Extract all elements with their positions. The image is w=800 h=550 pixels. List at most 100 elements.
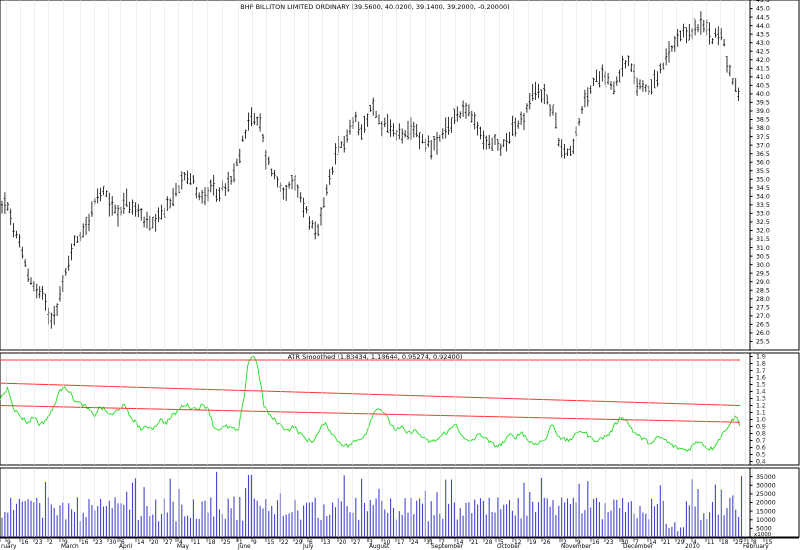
ohlc-bar bbox=[311, 220, 314, 229]
ohlc-bar bbox=[421, 134, 424, 144]
ohlc-bar bbox=[546, 94, 549, 105]
atr-chart-title: ATR Smoothed (1.83434, 1.18644, 0.95274,… bbox=[288, 353, 463, 361]
price-tick-label: 26.5 bbox=[756, 322, 770, 329]
x-day-label: 21 bbox=[663, 540, 671, 546]
x-day-label: 18 bbox=[208, 540, 216, 546]
x-month-label: March bbox=[61, 544, 79, 550]
x-day-label: 30 bbox=[621, 540, 629, 546]
atr-tick-label: 0.5 bbox=[756, 452, 766, 459]
vol-tick-label: 15000 bbox=[756, 508, 776, 515]
atr-band-line bbox=[0, 405, 741, 423]
ohlc-bar bbox=[343, 135, 346, 153]
ohlc-bar bbox=[302, 197, 305, 218]
ohlc-bar bbox=[435, 131, 439, 155]
price-tick-label: 30.0 bbox=[756, 262, 770, 269]
ohlc-bar bbox=[557, 137, 560, 147]
ohlc-bar bbox=[93, 197, 96, 205]
ohlc-bar bbox=[609, 81, 613, 90]
x-day-label: 10 bbox=[383, 540, 391, 546]
price-tick-label: 45.5 bbox=[756, 0, 770, 4]
ohlc-bar bbox=[247, 112, 250, 131]
ohlc-bar bbox=[198, 192, 201, 201]
ohlc-bar bbox=[714, 28, 717, 38]
atr-panel: ATR Smoothed (1.83434, 1.18644, 0.95274,… bbox=[0, 352, 800, 466]
ohlc-bar bbox=[525, 103, 529, 113]
price-tick-label: 41.5 bbox=[756, 65, 770, 72]
atr-tick-label: 0.4 bbox=[756, 459, 766, 466]
vol-tick-label: 25000 bbox=[756, 491, 776, 498]
ohlc-bar bbox=[464, 102, 468, 119]
ohlc-bar bbox=[490, 137, 494, 151]
price-tick-label: 38.0 bbox=[756, 125, 770, 132]
ohlc-bar bbox=[572, 138, 575, 155]
x-day-label: 15 bbox=[765, 540, 773, 546]
vol-multiplier-label: x1000 bbox=[754, 532, 772, 538]
x-day-label: 6 bbox=[309, 540, 313, 546]
vol-tick-label: 35000 bbox=[756, 474, 776, 481]
ohlc-bar bbox=[722, 38, 726, 47]
ohlc-bar bbox=[261, 133, 265, 143]
price-tick-label: 37.5 bbox=[756, 134, 770, 141]
x-day-label: 29 bbox=[677, 540, 685, 546]
ohlc-bar bbox=[728, 64, 732, 77]
ohlc-bar bbox=[427, 135, 430, 148]
x-day-label: 11 bbox=[193, 540, 201, 546]
ohlc-bar bbox=[693, 18, 697, 36]
ohlc-bar bbox=[461, 100, 465, 117]
price-tick-label: 29.0 bbox=[756, 279, 770, 286]
ohlc-bar bbox=[415, 124, 418, 138]
atr-tick-label: 0.6 bbox=[756, 445, 766, 452]
price-tick-label: 35.5 bbox=[756, 168, 770, 175]
ohlc-bar bbox=[322, 197, 326, 208]
ohlc-bar bbox=[111, 195, 114, 216]
ohlc-bar bbox=[386, 113, 389, 133]
ohlc-bar bbox=[122, 192, 125, 214]
ohlc-bar bbox=[250, 107, 253, 127]
ohlc-bar bbox=[511, 115, 514, 136]
ohlc-bar bbox=[659, 63, 662, 74]
ohlc-bar bbox=[35, 283, 38, 299]
price-tick-label: 40.5 bbox=[756, 83, 770, 90]
ohlc-bar bbox=[334, 143, 337, 165]
ohlc-bar bbox=[345, 129, 349, 143]
ohlc-bar bbox=[514, 117, 517, 137]
atr-tick-label: 1.0 bbox=[756, 417, 766, 424]
x-day-label: 26 bbox=[543, 540, 551, 546]
ohlc-bar bbox=[0, 200, 4, 214]
ohlc-bar bbox=[528, 92, 531, 110]
ohlc-bar bbox=[131, 199, 134, 215]
ohlc-bar bbox=[331, 166, 334, 175]
ohlc-bar bbox=[499, 143, 502, 157]
ohlc-bar bbox=[169, 198, 172, 209]
ohlc-bar bbox=[137, 204, 140, 218]
ohlc-bar bbox=[90, 201, 94, 217]
ohlc-bar bbox=[15, 230, 18, 239]
x-day-label: 23 bbox=[606, 540, 614, 546]
ohlc-bar bbox=[418, 132, 421, 150]
price-tick-label: 45.0 bbox=[756, 6, 770, 13]
ohlc-bar bbox=[186, 170, 189, 184]
ohlc-bar bbox=[203, 187, 207, 206]
price-tick-label: 42.5 bbox=[756, 48, 770, 55]
ohlc-bar bbox=[224, 183, 227, 197]
ohlc-bar bbox=[218, 187, 221, 202]
ohlc-bar bbox=[21, 246, 24, 259]
ohlc-bar bbox=[508, 131, 511, 144]
price-chart-title: BHP BILLITON LIMITED ORDINARY (39.5600, … bbox=[240, 3, 509, 11]
x-day-label: 11 bbox=[707, 540, 715, 546]
ohlc-bar bbox=[688, 23, 691, 41]
ohlc-bar bbox=[3, 192, 7, 215]
x-day-label: 15 bbox=[267, 540, 275, 546]
x-day-label: 21 bbox=[471, 540, 479, 546]
ohlc-bar bbox=[383, 117, 386, 128]
ohlc-bar bbox=[432, 136, 436, 151]
ohlc-bar bbox=[244, 129, 247, 139]
x-month-label: October bbox=[497, 544, 521, 550]
ohlc-bar bbox=[580, 105, 584, 114]
ohlc-bar bbox=[372, 97, 375, 116]
ohlc-bar bbox=[105, 190, 108, 198]
x-day-label: 1 bbox=[239, 540, 243, 546]
ohlc-bar bbox=[18, 234, 21, 248]
ohlc-bar bbox=[479, 126, 482, 140]
x-day-label: 9 bbox=[7, 540, 11, 546]
